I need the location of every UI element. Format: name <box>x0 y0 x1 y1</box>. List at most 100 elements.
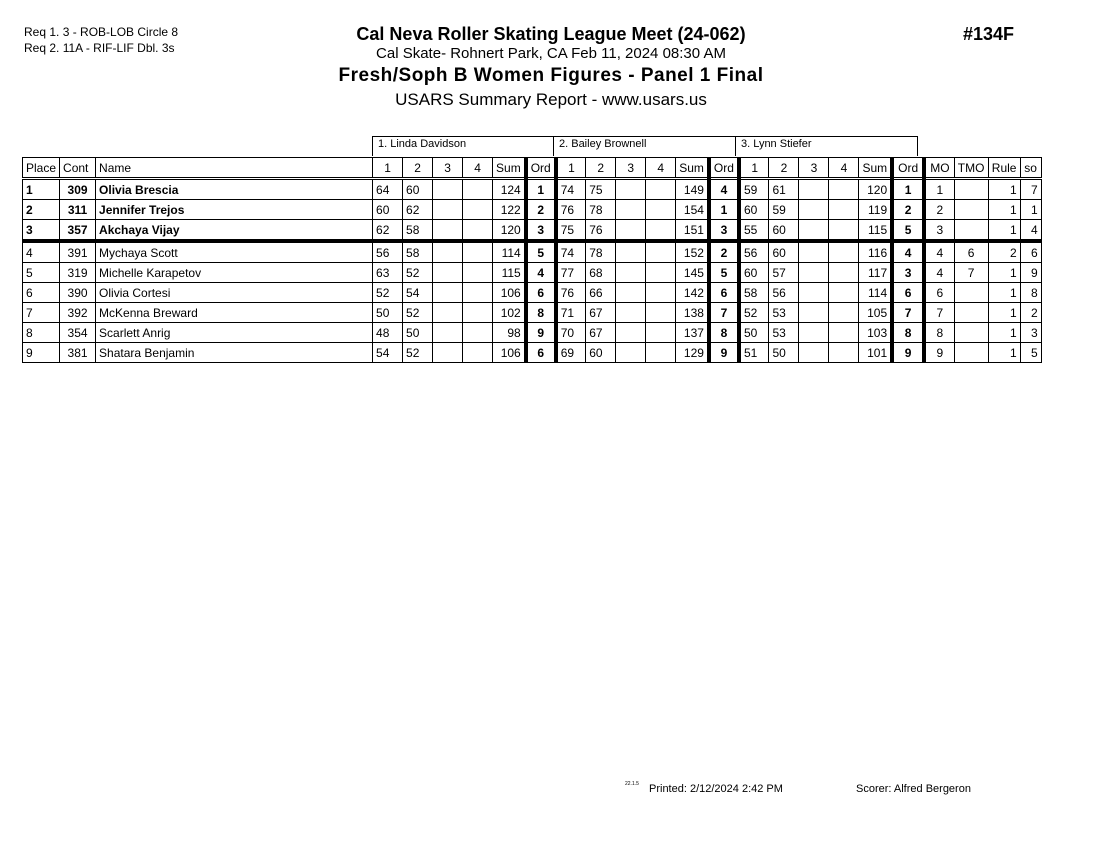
judge-1-score-3 <box>432 302 464 323</box>
judge-1-ordinal: 8 <box>523 302 557 323</box>
judge-3-name: 3. Lynn Stiefer <box>735 136 918 156</box>
header-rule: Rule <box>987 157 1021 180</box>
judge-1-score-1: 63 <box>372 262 404 283</box>
judge-2-score-1: 70 <box>553 322 587 343</box>
judge-2-score-1: 76 <box>553 282 587 303</box>
judge-1-score-2: 52 <box>402 262 434 283</box>
judge-1-score-2: 54 <box>402 282 434 303</box>
header-tmo: TMO <box>953 157 989 180</box>
judge-1-score-2: 60 <box>402 178 434 200</box>
judge-2-ordinal: 6 <box>706 282 740 303</box>
header-judge-3-col-4: 4 <box>828 157 860 180</box>
judge-3-score-3 <box>798 282 830 303</box>
header-judge-3-col-1: 1 <box>736 157 770 180</box>
header-judge-1-col-ord: Ord <box>523 157 557 180</box>
judge-1-ordinal: 1 <box>523 178 557 200</box>
judge-2-sum: 129 <box>675 342 710 363</box>
judge-2-score-4 <box>645 219 677 243</box>
rule-cell: 2 <box>987 240 1021 263</box>
judge-1-sum: 98 <box>492 322 527 343</box>
judge-3-score-2: 61 <box>768 178 800 200</box>
judge-3-score-3 <box>798 302 830 323</box>
judge-2-name: 2. Bailey Brownell <box>553 136 736 156</box>
judge-1-score-4 <box>462 240 494 263</box>
skater-name: Scarlett Anrig <box>95 322 374 343</box>
judge-2-score-2: 68 <box>585 262 617 283</box>
judge-3-score-2: 53 <box>768 322 800 343</box>
judge-3-score-3 <box>798 240 830 263</box>
judge-1-score-4 <box>462 199 494 220</box>
judge-2-score-2: 66 <box>585 282 617 303</box>
judge-1-score-1: 50 <box>372 302 404 323</box>
so-cell: 1 <box>1019 199 1042 220</box>
judge-3-score-3 <box>798 178 830 200</box>
contestant-number: 392 <box>59 302 97 323</box>
header-judge-3-col-sum: Sum <box>858 157 893 180</box>
skater-name: Olivia Cortesi <box>95 282 374 303</box>
tmo-cell <box>953 302 989 323</box>
event-number: #134F <box>963 24 1015 44</box>
judge-2-ordinal: 8 <box>706 322 740 343</box>
judge-1-score-2: 50 <box>402 322 434 343</box>
header-judge-2-col-1: 1 <box>553 157 587 180</box>
mo-cell: 8 <box>922 322 955 343</box>
version-number: 22.1.5 <box>625 781 639 787</box>
judge-1-score-1: 62 <box>372 219 404 243</box>
skater-name: Shatara Benjamin <box>95 342 374 363</box>
skater-name: McKenna Breward <box>95 302 374 323</box>
judge-3-score-4 <box>828 199 860 220</box>
table-row: 6 390 Olivia Cortesi 52 54 106 6 76 66 142 6 58 56 11… <box>21 282 1042 303</box>
header-judge-2-col-4: 4 <box>645 157 677 180</box>
place-cell: 9 <box>21 342 61 363</box>
place-cell: 2 <box>21 199 61 220</box>
judge-1-score-3 <box>432 199 464 220</box>
header-judge-3-col-ord: Ord <box>890 157 925 180</box>
header-judge-3-col-3: 3 <box>798 157 830 180</box>
judge-1-score-1: 48 <box>372 322 404 343</box>
skater-name: Michelle Karapetov <box>95 262 374 283</box>
judge-2-score-3 <box>615 240 647 263</box>
contestant-number: 311 <box>59 199 97 220</box>
judge-2-score-1: 74 <box>553 178 587 200</box>
contestant-number: 391 <box>59 240 97 263</box>
requirement-1: Req 1. 3 - ROB-LOB Circle 8 <box>24 25 179 39</box>
judge-header: 1. Linda Davidson 2. Bailey Brownell 3. … <box>372 136 918 156</box>
skater-name: Olivia Brescia <box>95 178 374 200</box>
judge-2-sum: 138 <box>675 302 710 323</box>
printed-timestamp: Printed: 2/12/2024 2:42 PM <box>649 783 783 795</box>
judge-1-score-3 <box>432 282 464 303</box>
judge-3-score-2: 56 <box>768 282 800 303</box>
judge-3-score-2: 53 <box>768 302 800 323</box>
judge-3-score-4 <box>828 322 860 343</box>
judge-2-score-3 <box>615 178 647 200</box>
so-cell: 5 <box>1019 342 1042 363</box>
judge-2-score-3 <box>615 302 647 323</box>
judge-3-ordinal: 1 <box>890 178 925 200</box>
judge-1-sum: 106 <box>492 342 527 363</box>
header-cont: Cont <box>59 157 97 180</box>
header-name: Name <box>95 157 374 180</box>
judge-1-score-4 <box>462 342 494 363</box>
judge-2-score-3 <box>615 322 647 343</box>
judge-1-score-3 <box>432 219 464 243</box>
table-row: 9 381 Shatara Benjamin 54 52 106 6 69 60 129 9 51 50… <box>21 342 1042 363</box>
judge-1-ordinal: 3 <box>523 219 557 243</box>
judge-3-score-1: 56 <box>736 240 770 263</box>
judge-3-score-1: 51 <box>736 342 770 363</box>
header-judge-2-col-2: 2 <box>585 157 617 180</box>
judge-1-score-2: 52 <box>402 342 434 363</box>
judge-3-score-4 <box>828 219 860 243</box>
scorer-name: Scorer: Alfred Bergeron <box>856 783 971 795</box>
judge-1-score-1: 64 <box>372 178 404 200</box>
table-row: 5 319 Michelle Karapetov 63 52 115 4 77 68 145 5 60… <box>21 262 1042 283</box>
judge-3-score-2: 59 <box>768 199 800 220</box>
judge-2-score-4 <box>645 342 677 363</box>
rule-cell: 1 <box>987 262 1021 283</box>
judge-3-sum: 115 <box>858 219 893 243</box>
judge-1-ordinal: 6 <box>523 342 557 363</box>
judge-3-score-4 <box>828 178 860 200</box>
header-judge-1-col-1: 1 <box>372 157 404 180</box>
header-place: Place <box>21 157 61 180</box>
rule-cell: 1 <box>987 282 1021 303</box>
skater-name: Mychaya Scott <box>95 240 374 263</box>
